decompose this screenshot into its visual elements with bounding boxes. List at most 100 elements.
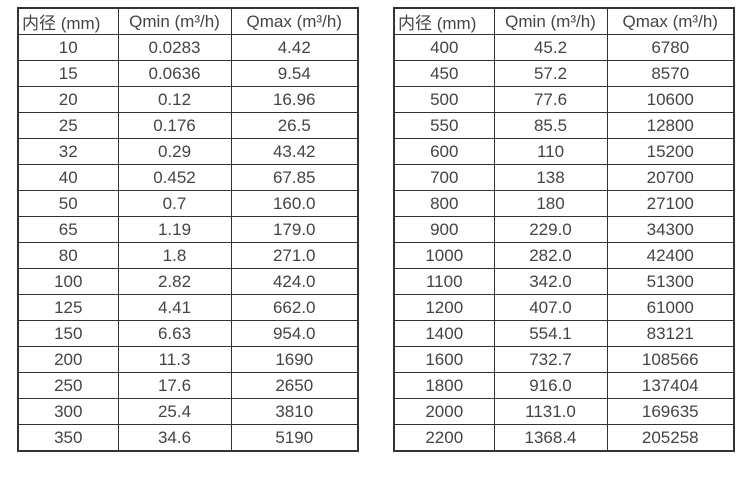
table-body: 400 45.2 6780 450 57.2 8570 500 77.6 10600 550 85.… <box>393 34 735 452</box>
table-row: 1200 407.0 61000 <box>393 294 735 321</box>
header-cell-qmax: Qmax (m³/h) <box>606 7 735 35</box>
table-body: 10 0.0283 4.42 15 0.0636 9.54 20 0.12 16.96 25 0.1… <box>17 34 359 452</box>
table-row: 400 45.2 6780 <box>393 34 735 61</box>
cell-diameter: 400 <box>393 34 495 61</box>
table-header: 内径 (mm) Qmin (m³/h) Qmax (m³/h) <box>17 7 359 35</box>
cell-qmin: 342.0 <box>493 268 608 295</box>
header-row: 内径 (mm) Qmin (m³/h) Qmax (m³/h) <box>393 7 735 35</box>
cell-diameter: 1100 <box>393 268 495 295</box>
table-row: 200 11.3 1690 <box>17 346 359 373</box>
table-row: 1000 282.0 42400 <box>393 242 735 269</box>
table-row: 550 85.5 12800 <box>393 112 735 139</box>
cell-qmax: 12800 <box>606 112 735 139</box>
cell-diameter: 10 <box>17 34 119 61</box>
cell-qmin: 916.0 <box>493 372 608 399</box>
cell-qmin: 0.452 <box>117 164 232 191</box>
cell-qmax: 9.54 <box>230 60 359 87</box>
table-row: 50 0.7 160.0 <box>17 190 359 217</box>
cell-diameter: 1400 <box>393 320 495 347</box>
table-header: 内径 (mm) Qmin (m³/h) Qmax (m³/h) <box>393 7 735 35</box>
cell-diameter: 32 <box>17 138 119 165</box>
table-row: 600 110 15200 <box>393 138 735 165</box>
cell-qmin: 77.6 <box>493 86 608 113</box>
cell-qmin: 0.7 <box>117 190 232 217</box>
cell-diameter: 80 <box>17 242 119 269</box>
table-row: 500 77.6 10600 <box>393 86 735 113</box>
cell-diameter: 200 <box>17 346 119 373</box>
cell-qmin: 2.82 <box>117 268 232 295</box>
cell-diameter: 1800 <box>393 372 495 399</box>
cell-diameter: 25 <box>17 112 119 139</box>
cell-qmin: 6.63 <box>117 320 232 347</box>
cell-qmin: 1131.0 <box>493 398 608 425</box>
cell-qmax: 51300 <box>606 268 735 295</box>
cell-diameter: 15 <box>17 60 119 87</box>
table-row: 1600 732.7 108566 <box>393 346 735 373</box>
cell-qmax: 15200 <box>606 138 735 165</box>
cell-qmax: 34300 <box>606 216 735 243</box>
cell-diameter: 100 <box>17 268 119 295</box>
table-row: 350 34.6 5190 <box>17 424 359 452</box>
header-cell-qmax: Qmax (m³/h) <box>230 7 359 35</box>
cell-diameter: 700 <box>393 164 495 191</box>
table-row: 15 0.0636 9.54 <box>17 60 359 87</box>
cell-qmin: 25.4 <box>117 398 232 425</box>
cell-qmin: 180 <box>493 190 608 217</box>
table-row: 80 1.8 271.0 <box>17 242 359 269</box>
cell-qmax: 26.5 <box>230 112 359 139</box>
flow-spec-table-large-diameters: 内径 (mm) Qmin (m³/h) Qmax (m³/h) 400 45.2 678… <box>393 7 735 452</box>
cell-qmin: 34.6 <box>117 424 232 452</box>
table-row: 20 0.12 16.96 <box>17 86 359 113</box>
cell-diameter: 250 <box>17 372 119 399</box>
table-row: 40 0.452 67.85 <box>17 164 359 191</box>
cell-diameter: 1200 <box>393 294 495 321</box>
table-row: 125 4.41 662.0 <box>17 294 359 321</box>
cell-qmin: 17.6 <box>117 372 232 399</box>
cell-diameter: 300 <box>17 398 119 425</box>
table-row: 700 138 20700 <box>393 164 735 191</box>
cell-qmax: 61000 <box>606 294 735 321</box>
cell-qmax: 137404 <box>606 372 735 399</box>
cell-diameter: 125 <box>17 294 119 321</box>
cell-diameter: 450 <box>393 60 495 87</box>
cell-qmax: 424.0 <box>230 268 359 295</box>
cell-qmin: 554.1 <box>493 320 608 347</box>
cell-qmax: 67.85 <box>230 164 359 191</box>
cell-diameter: 20 <box>17 86 119 113</box>
cell-qmin: 57.2 <box>493 60 608 87</box>
cell-qmin: 138 <box>493 164 608 191</box>
cell-qmin: 0.12 <box>117 86 232 113</box>
table-row: 150 6.63 954.0 <box>17 320 359 347</box>
table-row: 900 229.0 34300 <box>393 216 735 243</box>
cell-qmin: 407.0 <box>493 294 608 321</box>
header-cell-diameter: 内径 (mm) <box>17 7 119 35</box>
cell-diameter: 2000 <box>393 398 495 425</box>
table-row: 800 180 27100 <box>393 190 735 217</box>
table-row: 2200 1368.4 205258 <box>393 424 735 452</box>
table-row: 25 0.176 26.5 <box>17 112 359 139</box>
header-row: 内径 (mm) Qmin (m³/h) Qmax (m³/h) <box>17 7 359 35</box>
cell-diameter: 550 <box>393 112 495 139</box>
cell-diameter: 900 <box>393 216 495 243</box>
cell-qmax: 42400 <box>606 242 735 269</box>
cell-qmax: 10600 <box>606 86 735 113</box>
cell-qmin: 85.5 <box>493 112 608 139</box>
cell-qmin: 229.0 <box>493 216 608 243</box>
table-row: 65 1.19 179.0 <box>17 216 359 243</box>
cell-qmax: 169635 <box>606 398 735 425</box>
cell-qmin: 732.7 <box>493 346 608 373</box>
cell-qmax: 160.0 <box>230 190 359 217</box>
cell-diameter: 600 <box>393 138 495 165</box>
cell-qmax: 4.42 <box>230 34 359 61</box>
cell-qmax: 16.96 <box>230 86 359 113</box>
header-cell-diameter: 内径 (mm) <box>393 7 495 35</box>
cell-qmin: 282.0 <box>493 242 608 269</box>
cell-qmin: 1.8 <box>117 242 232 269</box>
cell-qmax: 108566 <box>606 346 735 373</box>
table-row: 1400 554.1 83121 <box>393 320 735 347</box>
cell-qmin: 0.0636 <box>117 60 232 87</box>
cell-qmax: 20700 <box>606 164 735 191</box>
cell-qmax: 5190 <box>230 424 359 452</box>
cell-diameter: 1000 <box>393 242 495 269</box>
